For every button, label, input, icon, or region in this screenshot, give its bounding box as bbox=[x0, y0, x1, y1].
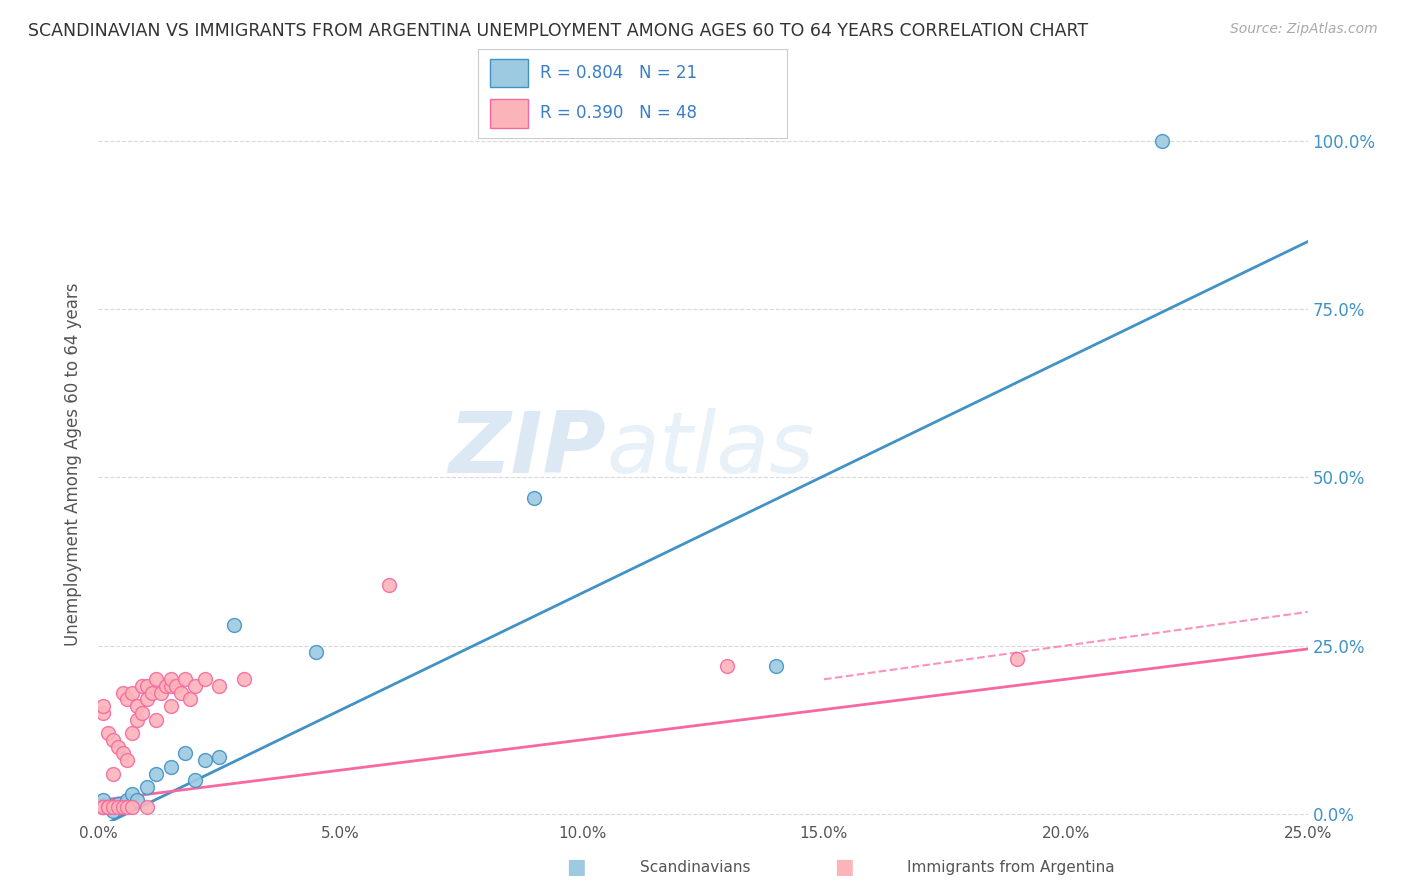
Point bbox=[160, 673, 183, 687]
Point bbox=[91, 699, 114, 714]
Point bbox=[107, 739, 129, 754]
Point bbox=[111, 686, 134, 700]
Point bbox=[765, 658, 787, 673]
Text: atlas: atlas bbox=[606, 408, 814, 491]
Point bbox=[208, 749, 231, 764]
Y-axis label: Unemployment Among Ages 60 to 64 years: Unemployment Among Ages 60 to 64 years bbox=[65, 282, 83, 646]
Point bbox=[179, 692, 201, 706]
Point bbox=[97, 800, 120, 814]
Point bbox=[135, 679, 157, 693]
Point bbox=[1152, 134, 1174, 148]
Point bbox=[91, 800, 114, 814]
Point bbox=[184, 773, 207, 788]
Point bbox=[117, 800, 139, 814]
Point bbox=[174, 747, 197, 761]
Point bbox=[523, 491, 546, 505]
Point bbox=[91, 793, 114, 807]
Point bbox=[169, 686, 191, 700]
Point bbox=[121, 800, 143, 814]
Text: R = 0.804   N = 21: R = 0.804 N = 21 bbox=[540, 64, 697, 82]
Text: ■: ■ bbox=[834, 857, 853, 877]
Point bbox=[107, 797, 129, 811]
Point bbox=[97, 800, 120, 814]
Point bbox=[145, 673, 167, 687]
Point bbox=[377, 578, 399, 592]
Point bbox=[111, 747, 134, 761]
Point bbox=[101, 804, 124, 818]
Text: SCANDINAVIAN VS IMMIGRANTS FROM ARGENTINA UNEMPLOYMENT AMONG AGES 60 TO 64 YEARS: SCANDINAVIAN VS IMMIGRANTS FROM ARGENTIN… bbox=[28, 22, 1088, 40]
Text: ZIP: ZIP bbox=[449, 408, 606, 491]
Point bbox=[305, 645, 328, 659]
Point bbox=[1007, 652, 1029, 666]
Point bbox=[160, 699, 183, 714]
Text: ■: ■ bbox=[567, 857, 586, 877]
Point bbox=[97, 726, 120, 740]
Point bbox=[127, 699, 149, 714]
Point bbox=[135, 800, 157, 814]
Text: Source: ZipAtlas.com: Source: ZipAtlas.com bbox=[1230, 22, 1378, 37]
Point bbox=[232, 673, 254, 687]
Point bbox=[117, 753, 139, 767]
Point bbox=[165, 679, 187, 693]
Point bbox=[160, 679, 183, 693]
Point bbox=[141, 686, 163, 700]
FancyBboxPatch shape bbox=[491, 99, 527, 128]
Text: Scandinavians: Scandinavians bbox=[640, 860, 751, 874]
Point bbox=[145, 766, 167, 780]
Point bbox=[121, 787, 143, 801]
Point bbox=[194, 673, 217, 687]
Point bbox=[91, 800, 114, 814]
Text: Immigrants from Argentina: Immigrants from Argentina bbox=[907, 860, 1115, 874]
Point bbox=[91, 800, 114, 814]
Point bbox=[160, 760, 183, 774]
Point bbox=[107, 800, 129, 814]
Point bbox=[145, 713, 167, 727]
Point bbox=[135, 780, 157, 794]
Point bbox=[111, 800, 134, 814]
Point bbox=[184, 679, 207, 693]
Point bbox=[131, 679, 153, 693]
Point bbox=[121, 726, 143, 740]
Point bbox=[101, 732, 124, 747]
Point bbox=[222, 618, 245, 632]
FancyBboxPatch shape bbox=[491, 59, 527, 87]
Point bbox=[127, 793, 149, 807]
Point bbox=[127, 713, 149, 727]
Point bbox=[208, 679, 231, 693]
Point bbox=[101, 800, 124, 814]
Point bbox=[117, 692, 139, 706]
Point bbox=[101, 766, 124, 780]
Point bbox=[716, 658, 738, 673]
Point bbox=[111, 800, 134, 814]
Point bbox=[155, 679, 177, 693]
Point bbox=[150, 686, 173, 700]
Point bbox=[174, 673, 197, 687]
Point bbox=[135, 692, 157, 706]
Point bbox=[91, 800, 114, 814]
Point bbox=[117, 793, 139, 807]
Point bbox=[131, 706, 153, 720]
Point bbox=[91, 706, 114, 720]
Point bbox=[121, 686, 143, 700]
Text: R = 0.390   N = 48: R = 0.390 N = 48 bbox=[540, 104, 697, 122]
Point bbox=[194, 753, 217, 767]
Point bbox=[97, 800, 120, 814]
